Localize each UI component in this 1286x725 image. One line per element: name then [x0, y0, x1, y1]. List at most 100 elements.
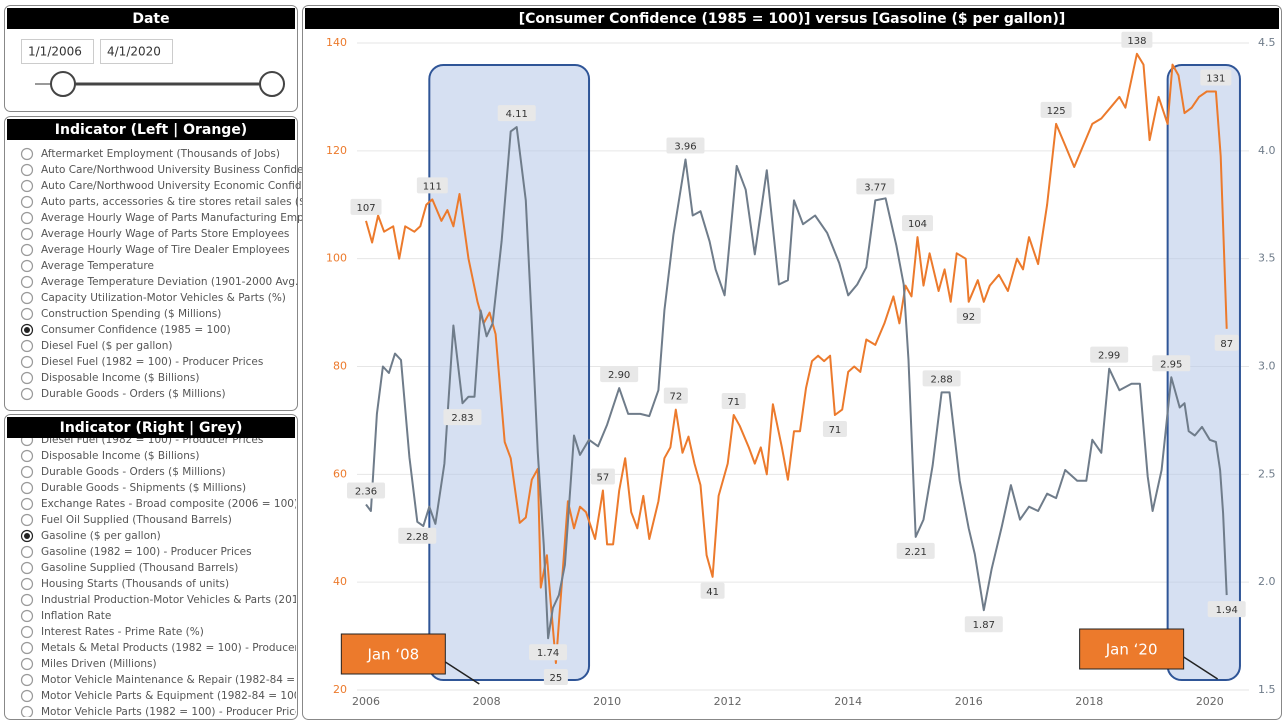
option-label[interactable]: Disposable Income ($ Billions) — [41, 450, 199, 462]
option-label[interactable]: Capacity Utilization-Motor Vehicles & Pa… — [41, 292, 286, 304]
radio-button[interactable] — [20, 195, 34, 209]
option-label[interactable]: Auto parts, accessories & tire stores re… — [41, 196, 319, 208]
callout-box — [340, 633, 446, 675]
option-label[interactable]: Gasoline Supplied (Thousand Barrels) — [41, 562, 238, 574]
option-label[interactable]: Durable Goods - Shipments ($ Millions) — [41, 482, 246, 494]
option-label[interactable]: Diesel Fuel (1982 = 100) - Producer Pric… — [41, 434, 263, 446]
radio-button[interactable] — [20, 641, 34, 655]
data-label: 2.90 — [608, 370, 630, 381]
radio-dot[interactable] — [24, 327, 30, 333]
callout-label: Jan ‘08 — [366, 646, 419, 664]
option-label[interactable]: Metals & Metal Products (1982 = 100) - P… — [41, 642, 317, 654]
option-label[interactable]: Aftermarket Employment (Thousands of Job… — [41, 148, 280, 160]
option-label[interactable]: Average Temperature Deviation (1901-2000… — [41, 276, 324, 288]
option-label[interactable]: Interest Rates - Prime Rate (%) — [41, 626, 204, 638]
radio-button[interactable] — [20, 513, 34, 527]
radio-button[interactable] — [20, 449, 34, 463]
option-label[interactable]: Durable Goods - Orders ($ Millions) — [41, 388, 226, 400]
radio-button[interactable] — [20, 227, 34, 241]
radio-button[interactable] — [20, 355, 34, 369]
option-label[interactable]: Exchange Rates - Broad composite (2006 =… — [41, 498, 298, 510]
radio-button[interactable] — [20, 163, 34, 177]
option-label[interactable]: Consumer Confidence (1985 = 100) — [41, 324, 231, 336]
data-label: 3.96 — [674, 141, 696, 152]
end-date-input[interactable] — [100, 39, 173, 64]
y2-tick-label: 3.5 — [1258, 252, 1276, 265]
end-date[interactable]: 4/1/2020 — [107, 45, 161, 59]
radio-button[interactable] — [20, 147, 34, 161]
option-label[interactable]: Average Hourly Wage of Parts Store Emplo… — [41, 228, 289, 240]
radio-button[interactable] — [20, 689, 34, 703]
radio-button[interactable] — [20, 705, 34, 718]
radio-button[interactable] — [20, 387, 34, 401]
radio-button[interactable] — [20, 481, 34, 495]
option-label[interactable]: Miles Driven (Millions) — [41, 658, 157, 670]
y-tick-label: 20 — [333, 683, 347, 696]
option-label[interactable]: Durable Goods - Orders ($ Millions) — [41, 466, 226, 478]
data-label: 104 — [908, 219, 927, 230]
radio-button[interactable] — [20, 291, 34, 305]
radio-button[interactable] — [20, 657, 34, 671]
radio-dot[interactable] — [24, 533, 30, 539]
option-label[interactable]: Motor Vehicle Parts & Equipment (1982-84… — [41, 690, 318, 702]
radio-button[interactable] — [20, 275, 34, 289]
series-line — [365, 52, 1228, 664]
radio-button[interactable] — [20, 371, 34, 385]
option-label[interactable]: Industrial Production-Motor Vehicles & P… — [41, 594, 315, 606]
option-label[interactable]: Average Temperature — [41, 260, 154, 272]
left-indicator-list: Aftermarket Employment (Thousands of Job… — [20, 147, 324, 401]
option-label[interactable]: Average Hourly Wage of Parts Manufacturi… — [41, 212, 317, 224]
data-label-bg — [700, 582, 725, 599]
radio-button[interactable] — [20, 339, 34, 353]
radio-button[interactable] — [20, 577, 34, 591]
y2-tick-label: 4.5 — [1258, 36, 1276, 49]
option-label[interactable]: Disposable Income ($ Billions) — [41, 372, 199, 384]
radio-button[interactable] — [20, 625, 34, 639]
option-label[interactable]: Diesel Fuel (1982 = 100) - Producer Pric… — [41, 356, 263, 368]
option-label[interactable]: Auto Care/Northwood University Business … — [41, 164, 313, 176]
data-label: 41 — [706, 587, 719, 598]
radio-button[interactable] — [20, 609, 34, 623]
data-label-bg — [1200, 69, 1232, 86]
data-label-bg — [416, 177, 448, 194]
option-label[interactable]: Auto Care/Northwood University Economic … — [41, 180, 312, 192]
option-label[interactable]: Motor Vehicle Maintenance & Repair (1982… — [41, 674, 315, 686]
start-date-input[interactable] — [21, 39, 94, 64]
radio-button[interactable] — [20, 593, 34, 607]
data-label: 4.11 — [506, 109, 528, 120]
radio-button[interactable] — [20, 179, 34, 193]
option-label[interactable]: Average Hourly Wage of Tire Dealer Emplo… — [41, 244, 290, 256]
start-date[interactable]: 1/1/2006 — [28, 45, 82, 59]
radio-button[interactable] — [20, 545, 34, 559]
option-label[interactable]: Inflation Rate — [41, 610, 111, 622]
slider-thumb[interactable] — [259, 71, 285, 97]
slider-thumb[interactable] — [50, 71, 76, 97]
data-label: 1.87 — [973, 620, 995, 631]
radio-button[interactable] — [20, 307, 34, 321]
option-label[interactable]: Housing Starts (Thousands of units) — [41, 578, 229, 590]
right-indicator-panel — [4, 414, 298, 720]
highlight-region — [428, 64, 591, 681]
data-label-bg — [1152, 355, 1191, 372]
option-label[interactable]: Diesel Fuel ($ per gallon) — [41, 340, 173, 352]
option-label[interactable]: Gasoline (1982 = 100) - Producer Prices — [41, 546, 252, 558]
radio-button[interactable] — [20, 497, 34, 511]
y-tick-label: 140 — [326, 36, 347, 49]
data-label-bg — [666, 137, 705, 154]
radio-button[interactable] — [20, 211, 34, 225]
radio-button[interactable] — [20, 561, 34, 575]
x-tick-label: 2006 — [352, 695, 380, 708]
chart-title: [Consumer Confidence (1985 = 100)] versu… — [519, 11, 1066, 27]
radio-button[interactable] — [20, 259, 34, 273]
radio-button[interactable] — [20, 435, 34, 447]
radio-button[interactable] — [20, 673, 34, 687]
data-label-bg — [922, 370, 961, 387]
radio-button[interactable] — [20, 243, 34, 257]
option-label[interactable]: Gasoline ($ per gallon) — [41, 530, 161, 542]
option-label[interactable]: Motor Vehicle Parts (1982 = 100) - Produ… — [41, 706, 307, 718]
option-label[interactable]: Construction Spending ($ Millions) — [41, 308, 221, 320]
option-label[interactable]: Fuel Oil Supplied (Thousand Barrels) — [41, 514, 232, 526]
data-label-bg — [497, 105, 536, 122]
radio-button[interactable] — [20, 465, 34, 479]
date-title: Date — [132, 11, 169, 27]
